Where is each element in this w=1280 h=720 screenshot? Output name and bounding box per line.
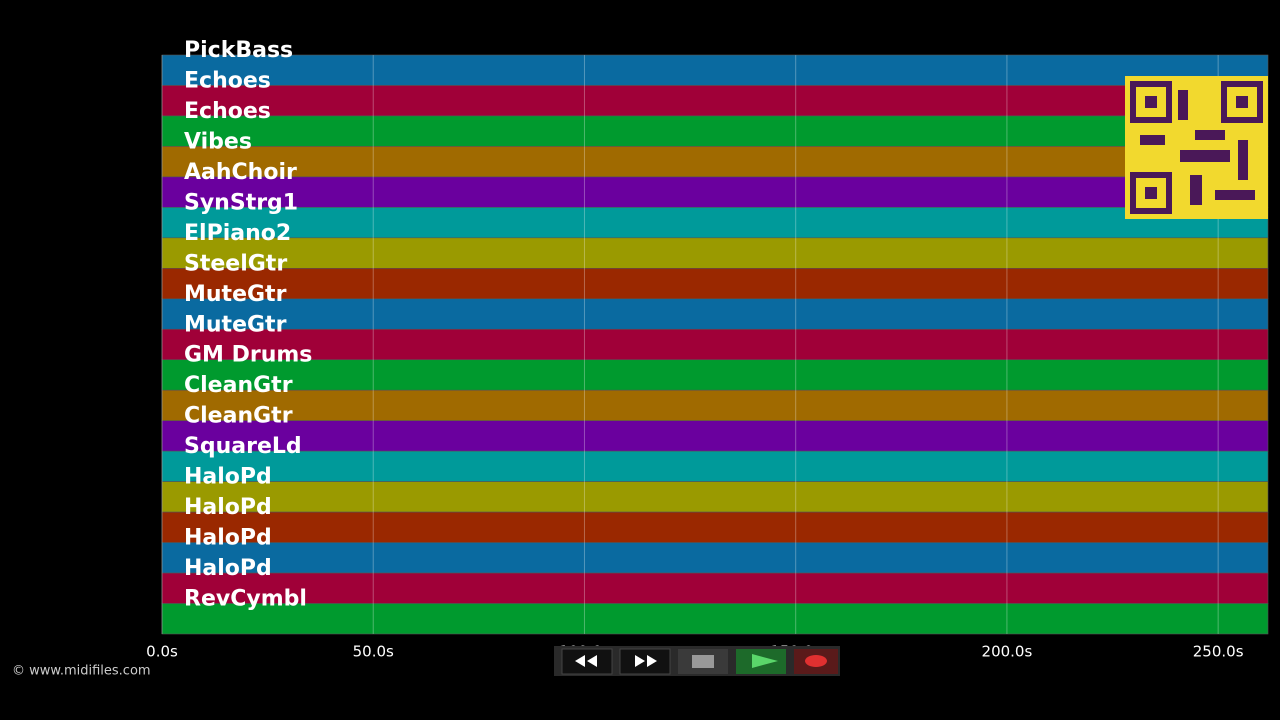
stop-button[interactable] <box>678 649 728 674</box>
track-label: SteelGtr <box>184 251 287 276</box>
x-tick-label: 200.0s <box>982 643 1033 661</box>
forward-button[interactable] <box>619 648 671 675</box>
track-label: HaloPd <box>184 526 272 551</box>
track-row <box>161 115 1269 147</box>
track-label: PickBass <box>184 38 293 63</box>
x-tick-label: 50.0s <box>353 643 394 661</box>
track-label: AahChoir <box>184 160 297 185</box>
x-tick-label: 0.0s <box>146 643 178 661</box>
track-row <box>161 389 1269 421</box>
track-label: GM Drums <box>184 343 312 368</box>
track-row <box>161 176 1269 208</box>
track-label: HaloPd <box>184 556 272 581</box>
track-label: HaloPd <box>184 495 272 520</box>
track-row <box>161 54 1269 86</box>
track-label: ElPiano2 <box>184 221 291 246</box>
track-label: MuteGtr <box>184 282 287 307</box>
track-label: CleanGtr <box>184 373 293 398</box>
track-row <box>161 572 1269 604</box>
track-label: CleanGtr <box>184 404 293 429</box>
track-labels: PickBass Echoes Echoes Vibes AahChoir SynStrg… <box>184 38 312 612</box>
track-row <box>161 450 1269 482</box>
track-row <box>161 85 1269 117</box>
track-label: SynStrg1 <box>184 190 298 215</box>
rewind-button[interactable] <box>561 648 613 675</box>
track-row <box>161 207 1269 239</box>
track-row <box>161 420 1269 452</box>
track-row <box>161 298 1269 330</box>
track-row <box>161 268 1269 300</box>
track-row <box>161 359 1269 391</box>
grid <box>161 55 1219 634</box>
transport-toolbar <box>554 646 840 676</box>
play-button[interactable] <box>736 649 786 674</box>
track-label: SquareLd <box>184 434 302 459</box>
qr-code <box>1125 76 1268 219</box>
track-row <box>161 511 1269 543</box>
track-row <box>161 481 1269 513</box>
x-tick-label: 250.0s <box>1193 643 1244 661</box>
track-label: Echoes <box>184 68 271 93</box>
track-label: Vibes <box>184 129 252 154</box>
track-row <box>161 328 1269 361</box>
track-rows <box>161 54 1269 635</box>
track-row <box>161 542 1269 574</box>
track-label: RevCymbl <box>184 587 307 612</box>
track-label: MuteGtr <box>184 312 287 337</box>
track-row <box>161 146 1269 178</box>
track-label: Echoes <box>184 99 271 124</box>
track-row <box>161 603 1269 635</box>
record-button[interactable] <box>794 649 838 674</box>
track-label: HaloPd <box>184 465 272 490</box>
track-row <box>161 237 1269 269</box>
credit: © www.midifiles.com <box>12 664 151 679</box>
